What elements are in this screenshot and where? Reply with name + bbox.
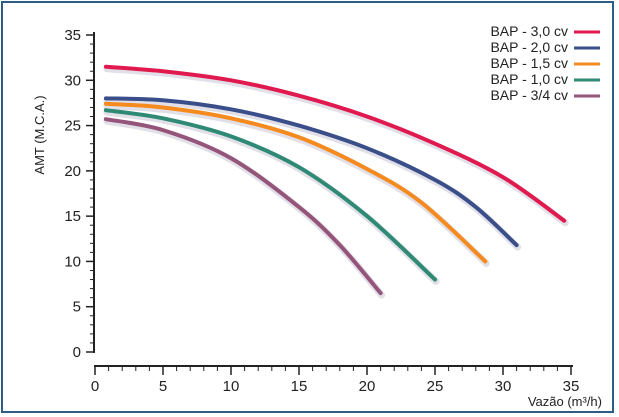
- y-tick-label: 30: [64, 72, 81, 89]
- x-tick-label: 25: [427, 378, 444, 395]
- x-tick-label: 0: [91, 378, 99, 395]
- x-tick-label: 35: [563, 378, 580, 395]
- y-axis-label: AMT (M.C.A.): [32, 95, 47, 174]
- y-tick-label: 5: [73, 299, 81, 316]
- x-tick-label: 15: [291, 378, 308, 395]
- x-tick-label: 20: [359, 378, 376, 395]
- chart-frame: [1, 1, 614, 413]
- y-tick-label: 10: [64, 253, 81, 270]
- legend-label: BAP - 1,0 cv: [490, 71, 568, 87]
- legend-label: BAP - 1,5 cv: [490, 55, 568, 71]
- y-tick-label: 20: [64, 163, 81, 180]
- x-tick-label: 30: [495, 378, 512, 395]
- series-line-2: [103, 96, 519, 248]
- x-tick-label: 10: [223, 378, 240, 395]
- y-tick-label: 35: [64, 27, 81, 44]
- y-tick-label: 0: [73, 344, 81, 361]
- series-shadow: [103, 108, 440, 285]
- legend-label: BAP - 3,0 cv: [490, 23, 568, 39]
- series-shadow: [103, 117, 386, 299]
- curves: [103, 64, 569, 299]
- x-tick-label: 5: [159, 378, 167, 395]
- series-line-1: [103, 64, 567, 223]
- series-line-4: [103, 108, 437, 282]
- axes: 0 5 10 15 20 25 30 35 0 5 10 15 20 25 30 35: [64, 27, 579, 395]
- legend-label: BAP - 3/4 cv: [490, 87, 568, 103]
- y-tick-label: 25: [64, 118, 81, 135]
- legend-label: BAP - 2,0 cv: [490, 39, 568, 55]
- series-line-3: [103, 101, 488, 264]
- x-axis-label: Vazão (m³/h): [528, 394, 602, 409]
- series-line-5: [103, 117, 383, 296]
- y-tick-label: 15: [64, 208, 81, 225]
